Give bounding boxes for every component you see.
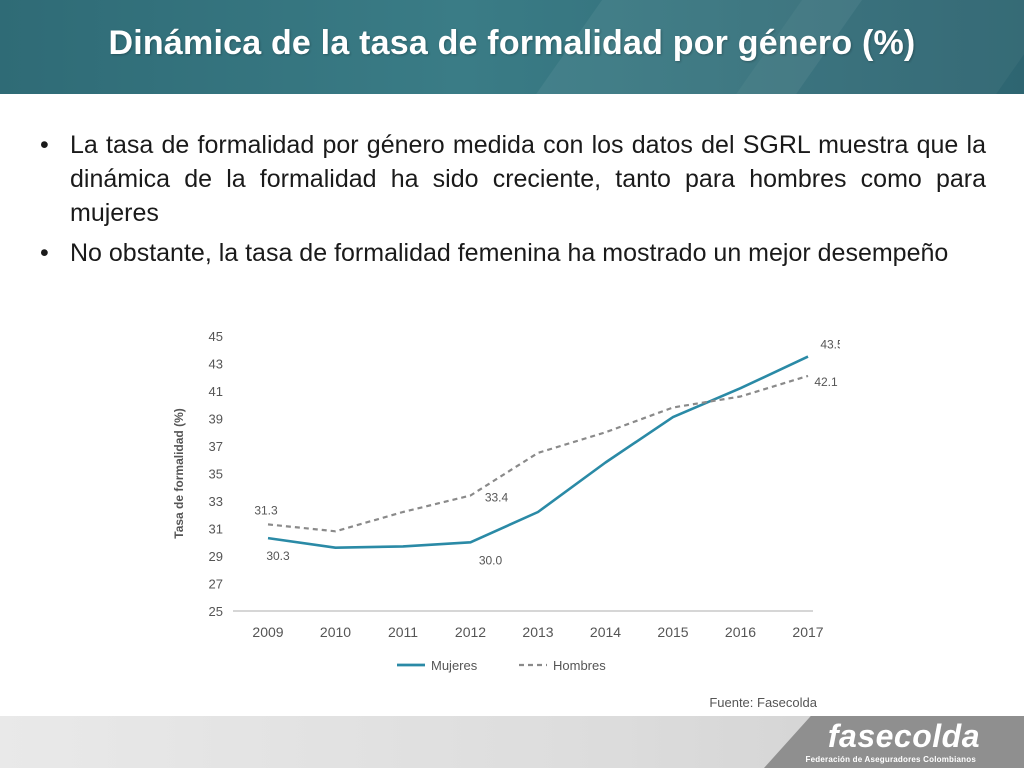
y-tick-label: 31 <box>209 522 223 537</box>
legend-label: Hombres <box>553 658 606 673</box>
y-tick-label: 39 <box>209 412 223 427</box>
y-tick-label: 37 <box>209 439 223 454</box>
legend-label: Mujeres <box>431 658 478 673</box>
footer-band <box>0 716 1024 768</box>
bullet-symbol: • <box>40 131 49 159</box>
y-tick-label: 29 <box>209 549 223 564</box>
bullet-list: • La tasa de formalidad por género medid… <box>40 128 986 276</box>
series-line-hombres <box>267 374 809 533</box>
x-tick-label: 2016 <box>725 624 756 640</box>
y-tick-label: 43 <box>209 357 223 372</box>
x-tick-label: 2013 <box>522 624 553 640</box>
y-axis-label: Tasa de formalidad (%) <box>172 408 186 538</box>
y-tick-label: 25 <box>209 604 223 619</box>
footer-wedge <box>764 716 1024 768</box>
data-label: 42.1 <box>814 375 838 389</box>
x-tick-label: 2010 <box>320 624 351 640</box>
series-line-mujeres <box>267 355 809 549</box>
y-tick-label: 35 <box>209 467 223 482</box>
x-tick-label: 2015 <box>657 624 688 640</box>
data-label: 33.4 <box>485 491 509 505</box>
logo-subtitle: Federación de Aseguradores Colombianos <box>805 755 976 764</box>
bullet-text: La tasa de formalidad por género medida … <box>70 131 986 227</box>
x-tick-label: 2014 <box>590 624 621 640</box>
x-tick-label: 2012 <box>455 624 486 640</box>
data-label: 43.5 <box>820 338 840 352</box>
data-label: 31.3 <box>254 503 278 517</box>
x-tick-label: 2017 <box>792 624 823 640</box>
chart-panel: 45 43 41 39 37 35 33 31 29 27 25 2009 2010 2011 2012 20… <box>145 318 844 720</box>
page-title: Dinámica de la tasa de formalidad por gé… <box>108 24 916 62</box>
y-tick-label: 27 <box>209 577 223 592</box>
line-chart: 45 43 41 39 37 35 33 31 29 27 25 2009 2010 2011 2012 20… <box>172 329 844 710</box>
data-label: 30.0 <box>479 553 503 567</box>
chart-source: Fuente: Fasecolda <box>709 695 817 710</box>
x-tick-label: 2011 <box>388 624 418 640</box>
y-tick-label: 45 <box>209 329 223 344</box>
bullet-item: • No obstante, la tasa de formalidad fem… <box>40 236 986 270</box>
bullet-text: No obstante, la tasa de formalidad femen… <box>70 239 949 267</box>
bullet-symbol: • <box>40 239 49 267</box>
y-tick-label: 33 <box>209 494 223 509</box>
title-banner: Dinámica de la tasa de formalidad por gé… <box>0 0 1024 94</box>
data-label: 30.3 <box>266 549 290 563</box>
bullet-item: • La tasa de formalidad por género medid… <box>40 128 986 230</box>
x-tick-label: 2009 <box>252 624 283 640</box>
y-tick-label: 41 <box>209 384 223 399</box>
fasecolda-logo: fasecolda <box>827 718 980 754</box>
